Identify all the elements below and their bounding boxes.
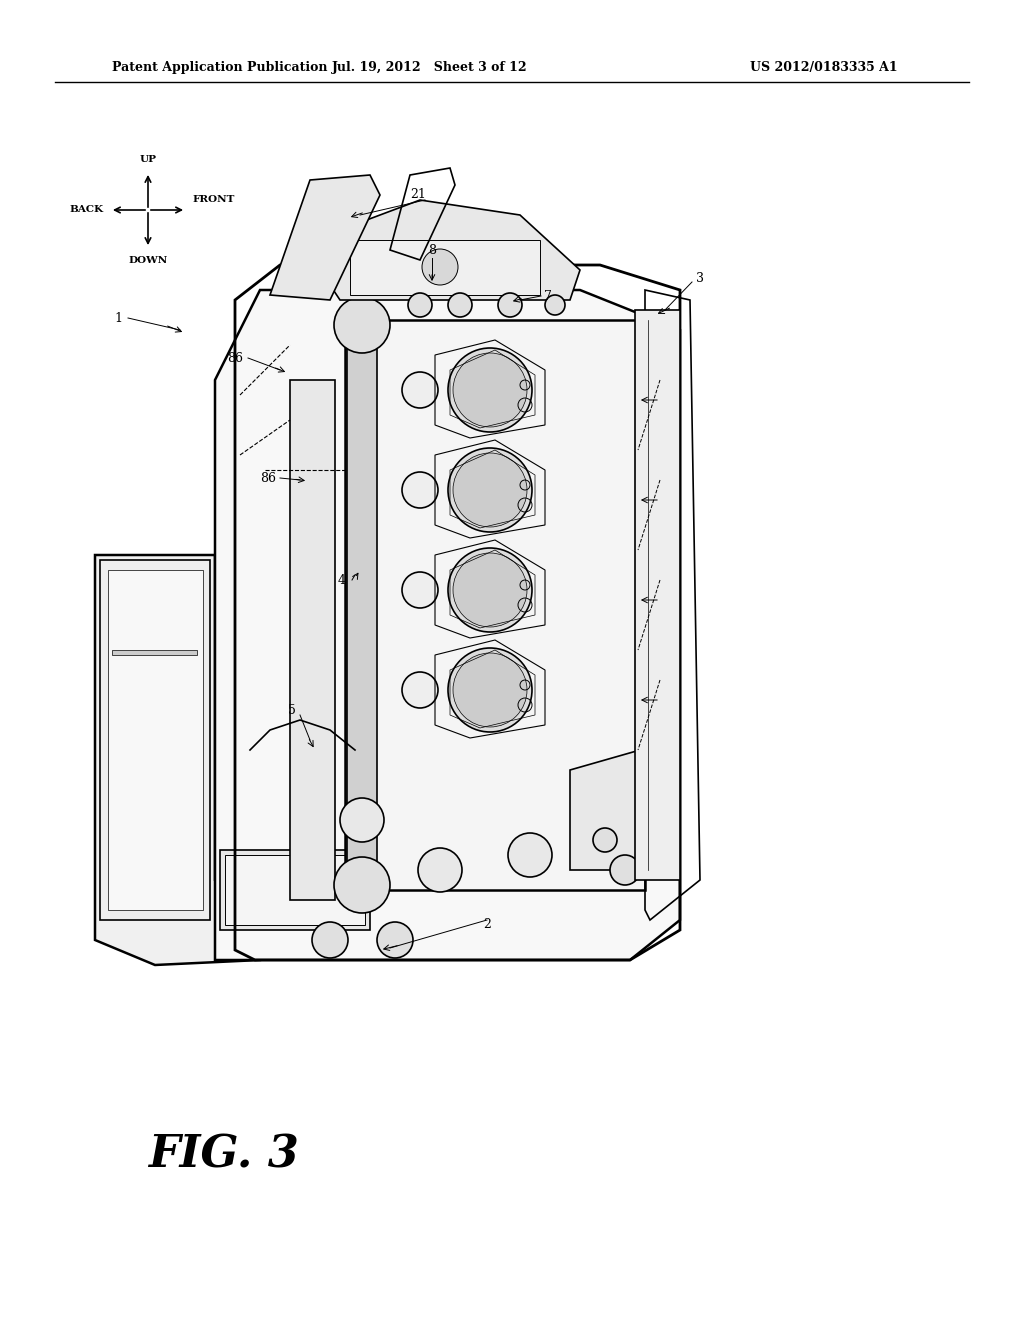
Polygon shape xyxy=(270,176,380,300)
Circle shape xyxy=(453,453,527,527)
Bar xyxy=(345,319,645,890)
Circle shape xyxy=(312,921,348,958)
Text: 86: 86 xyxy=(260,471,276,484)
Circle shape xyxy=(572,832,608,869)
Bar xyxy=(350,240,540,294)
Text: BACK: BACK xyxy=(70,206,104,214)
Circle shape xyxy=(453,352,527,426)
Polygon shape xyxy=(215,290,680,960)
Circle shape xyxy=(408,293,432,317)
Polygon shape xyxy=(95,554,265,965)
Circle shape xyxy=(449,447,532,532)
Circle shape xyxy=(545,294,565,315)
Circle shape xyxy=(340,799,384,842)
Circle shape xyxy=(402,473,438,508)
Text: Jul. 19, 2012   Sheet 3 of 12: Jul. 19, 2012 Sheet 3 of 12 xyxy=(332,62,527,74)
Polygon shape xyxy=(330,201,580,300)
Circle shape xyxy=(334,857,390,913)
Circle shape xyxy=(508,833,552,876)
Text: 7: 7 xyxy=(544,289,552,302)
Circle shape xyxy=(449,648,532,733)
Circle shape xyxy=(449,348,532,432)
Circle shape xyxy=(610,855,640,884)
Circle shape xyxy=(498,293,522,317)
Text: US 2012/0183335 A1: US 2012/0183335 A1 xyxy=(750,62,898,74)
Circle shape xyxy=(422,249,458,285)
Text: UP: UP xyxy=(139,154,157,164)
Text: 21: 21 xyxy=(410,189,426,202)
Text: 4: 4 xyxy=(338,573,346,586)
Text: 2: 2 xyxy=(483,919,490,932)
Text: 86: 86 xyxy=(227,351,243,364)
Circle shape xyxy=(334,297,390,352)
Bar xyxy=(635,310,680,880)
Text: 5: 5 xyxy=(288,704,296,717)
Bar xyxy=(347,319,377,890)
Circle shape xyxy=(402,672,438,708)
Bar xyxy=(112,649,197,655)
Polygon shape xyxy=(570,750,660,870)
Text: FIG. 3: FIG. 3 xyxy=(148,1134,299,1176)
Bar xyxy=(100,560,210,920)
Circle shape xyxy=(402,372,438,408)
Bar xyxy=(220,850,370,931)
Circle shape xyxy=(453,653,527,727)
Bar xyxy=(225,855,365,925)
Text: 1: 1 xyxy=(114,312,122,325)
Text: 3: 3 xyxy=(696,272,705,285)
Circle shape xyxy=(402,572,438,609)
Circle shape xyxy=(453,553,527,627)
Text: 8: 8 xyxy=(428,243,436,256)
Bar xyxy=(108,570,203,909)
Circle shape xyxy=(593,828,617,851)
Circle shape xyxy=(418,847,462,892)
Text: FRONT: FRONT xyxy=(193,195,234,205)
Circle shape xyxy=(449,548,532,632)
Circle shape xyxy=(449,293,472,317)
Text: Patent Application Publication: Patent Application Publication xyxy=(112,62,328,74)
Circle shape xyxy=(605,814,635,845)
Circle shape xyxy=(377,921,413,958)
Bar xyxy=(290,380,335,900)
Text: DOWN: DOWN xyxy=(128,256,168,265)
